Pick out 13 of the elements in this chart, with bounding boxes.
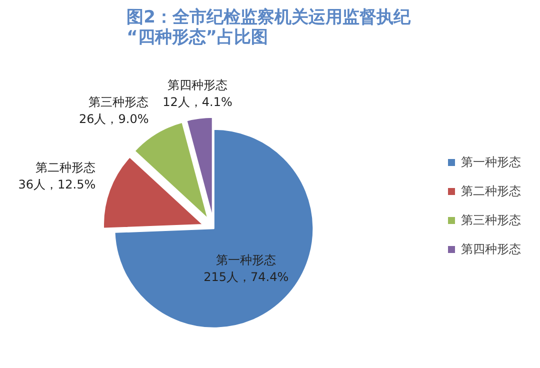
chart-title: 图2：全市纪检监察机关运用监督执纪 “四种形态”占比图 [126, 8, 412, 48]
legend-label: 第三种形态 [461, 212, 521, 228]
data-label: 12人，4.1% [162, 94, 232, 109]
data-label: 36人，12.5% [18, 177, 96, 192]
data-label: 26人，9.0% [78, 112, 149, 126]
data-label: 215人，74.4% [204, 270, 289, 284]
slice-label: 第三种形态 [88, 95, 149, 110]
slice-label: 第四种形态 [168, 78, 228, 92]
legend-label: 第一种形态 [461, 154, 521, 170]
legend-label: 第二种形态 [461, 182, 521, 200]
slice-label: 第一种形态 [216, 253, 276, 268]
legend-label: 第四种形态 [461, 240, 521, 258]
slice-label: 第二种形态 [36, 160, 96, 174]
